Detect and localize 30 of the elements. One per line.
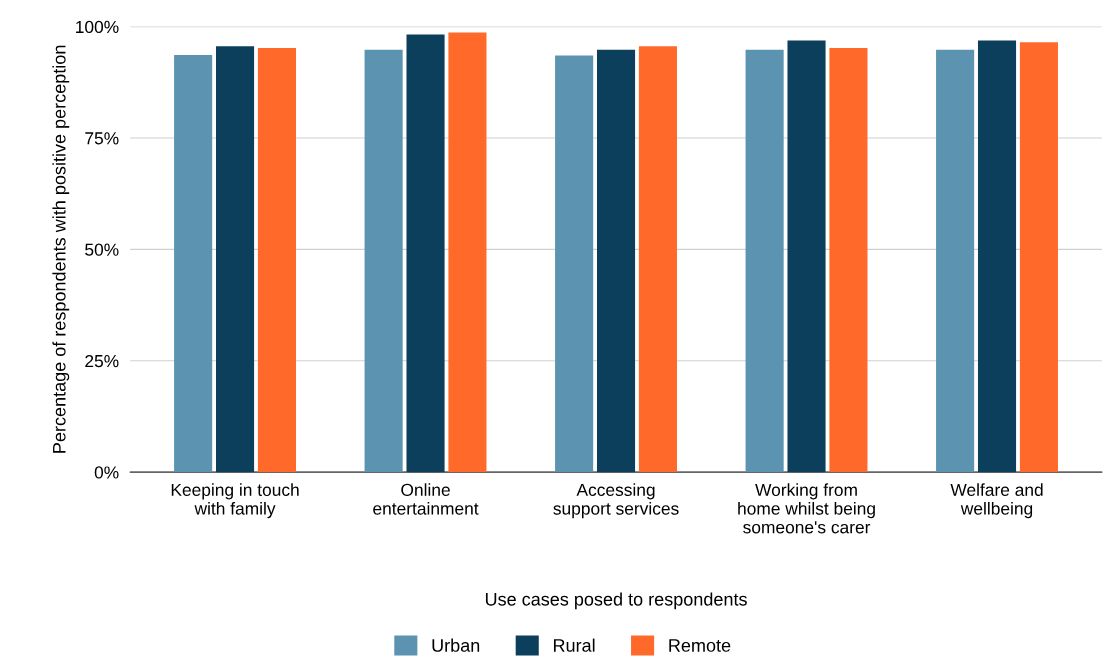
bar bbox=[787, 40, 826, 473]
legend-label: Rural bbox=[553, 638, 595, 652]
bar bbox=[745, 49, 784, 473]
y-tick-label: 25% bbox=[85, 354, 119, 368]
x-tick-label: Welfare and wellbeing bbox=[950, 483, 1043, 519]
bar bbox=[555, 55, 594, 473]
bar bbox=[215, 46, 255, 473]
x-tick-label: Keeping in touch with family bbox=[171, 483, 299, 519]
y-tick-label: 50% bbox=[85, 243, 119, 256]
bar bbox=[174, 55, 213, 473]
bar bbox=[638, 46, 677, 473]
x-tick-label: Online entertainment bbox=[373, 483, 479, 515]
y-tick-label: 75% bbox=[85, 132, 119, 145]
bar bbox=[596, 49, 636, 473]
legend-label: Urban bbox=[432, 638, 480, 652]
x-axis-title: Use cases posed to respondents bbox=[485, 592, 747, 610]
y-axis-title: Percentage of respondents with positive perception bbox=[52, 45, 70, 453]
bar bbox=[257, 47, 296, 473]
bar bbox=[406, 34, 445, 473]
bar bbox=[977, 40, 1017, 473]
y-tick-label: 0% bbox=[94, 466, 119, 479]
bar bbox=[829, 47, 868, 473]
x-tick-label: Accessing support services bbox=[553, 483, 679, 519]
bar bbox=[1019, 42, 1058, 473]
x-tick-label: Working from home whilst being someone's carer bbox=[738, 483, 875, 534]
legend-label: Remote bbox=[669, 639, 731, 652]
y-tick-label: 100% bbox=[76, 20, 119, 34]
bar bbox=[364, 49, 403, 473]
bar bbox=[448, 32, 487, 473]
bar bbox=[936, 49, 975, 473]
